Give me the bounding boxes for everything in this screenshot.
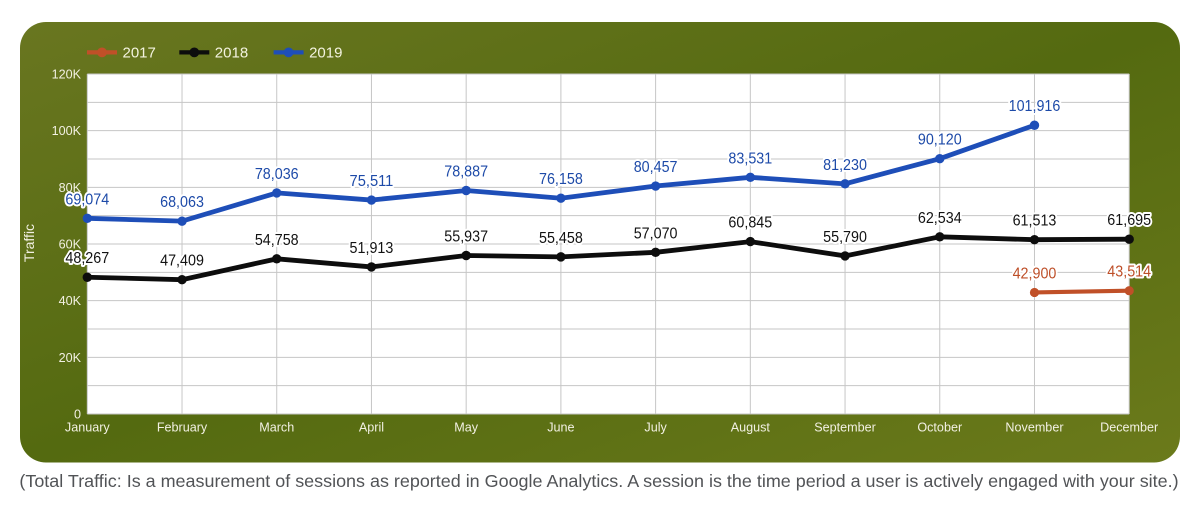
svg-text:101,916: 101,916 (1009, 98, 1061, 115)
svg-text:November: November (1005, 421, 1063, 435)
svg-text:100K: 100K (52, 124, 82, 138)
svg-text:December: December (1100, 421, 1158, 435)
svg-text:62,534: 62,534 (918, 210, 962, 227)
svg-text:78,036: 78,036 (255, 166, 299, 183)
svg-text:2018: 2018 (215, 45, 248, 62)
svg-text:March: March (259, 421, 294, 435)
svg-text:69,074: 69,074 (65, 191, 109, 208)
svg-text:61,513: 61,513 (1013, 213, 1057, 230)
svg-text:47,409: 47,409 (160, 253, 204, 270)
svg-text:48,267: 48,267 (65, 250, 109, 267)
svg-text:May: May (454, 421, 478, 435)
svg-text:81,230: 81,230 (823, 157, 867, 174)
svg-text:2017: 2017 (123, 45, 156, 62)
svg-text:80K: 80K (59, 181, 82, 195)
svg-text:57,070: 57,070 (634, 225, 678, 242)
svg-text:78,887: 78,887 (444, 163, 488, 180)
svg-text:51,913: 51,913 (350, 240, 394, 257)
svg-text:October: October (917, 421, 962, 435)
svg-text:90,120: 90,120 (918, 132, 962, 149)
svg-text:June: June (547, 421, 574, 435)
svg-text:20K: 20K (59, 351, 82, 365)
svg-text:68,063: 68,063 (160, 194, 204, 211)
svg-text:43,514: 43,514 (1107, 264, 1151, 281)
svg-text:61,695: 61,695 (1107, 212, 1151, 229)
svg-text:55,458: 55,458 (539, 230, 583, 247)
svg-text:60,845: 60,845 (728, 215, 772, 232)
svg-text:40K: 40K (59, 294, 82, 308)
svg-text:January: January (65, 421, 111, 435)
svg-text:60K: 60K (59, 238, 82, 252)
svg-text:August: August (731, 421, 771, 435)
svg-text:February: February (157, 421, 208, 435)
svg-text:54,758: 54,758 (255, 232, 299, 249)
svg-text:75,511: 75,511 (350, 173, 394, 190)
svg-text:55,790: 55,790 (823, 229, 867, 246)
svg-text:September: September (814, 421, 876, 435)
svg-text:42,900: 42,900 (1013, 265, 1057, 282)
svg-text:Traffic: Traffic (21, 224, 37, 262)
svg-text:July: July (644, 421, 667, 435)
svg-text:2019: 2019 (309, 45, 342, 62)
svg-text:80,457: 80,457 (634, 159, 678, 176)
svg-text:April: April (359, 421, 384, 435)
svg-text:83,531: 83,531 (728, 150, 772, 167)
svg-text:120K: 120K (52, 68, 82, 82)
svg-text:0: 0 (74, 408, 81, 422)
svg-text:76,158: 76,158 (539, 171, 583, 188)
svg-text:55,937: 55,937 (444, 229, 488, 246)
